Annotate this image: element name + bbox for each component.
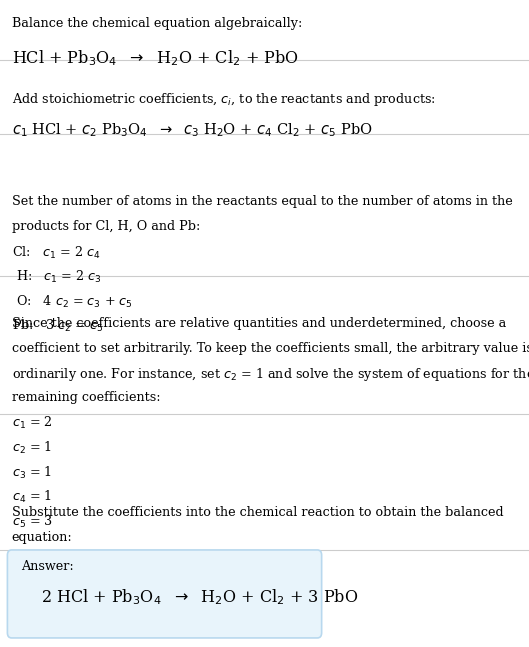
Text: $c_4$ = 1: $c_4$ = 1 [12, 489, 52, 505]
Text: O:   4 $c_2$ = $c_3$ + $c_5$: O: 4 $c_2$ = $c_3$ + $c_5$ [12, 294, 132, 310]
Text: $c_2$ = 1: $c_2$ = 1 [12, 440, 52, 456]
Text: Balance the chemical equation algebraically:: Balance the chemical equation algebraica… [12, 17, 302, 30]
Text: products for Cl, H, O and Pb:: products for Cl, H, O and Pb: [12, 220, 200, 233]
Text: Add stoichiometric coefficients, $c_i$, to the reactants and products:: Add stoichiometric coefficients, $c_i$, … [12, 91, 435, 107]
Text: Cl:   $c_1$ = 2 $c_4$: Cl: $c_1$ = 2 $c_4$ [12, 245, 100, 261]
Text: ordinarily one. For instance, set $c_2$ = 1 and solve the system of equations fo: ordinarily one. For instance, set $c_2$ … [12, 366, 529, 383]
Text: 2 HCl + Pb$_3$O$_4$  $\rightarrow$  H$_2$O + Cl$_2$ + 3 PbO: 2 HCl + Pb$_3$O$_4$ $\rightarrow$ H$_2$O… [41, 587, 358, 606]
Text: $c_5$ = 3: $c_5$ = 3 [12, 514, 53, 530]
Text: remaining coefficients:: remaining coefficients: [12, 391, 160, 404]
Text: Set the number of atoms in the reactants equal to the number of atoms in the: Set the number of atoms in the reactants… [12, 195, 513, 208]
Text: equation:: equation: [12, 531, 72, 543]
Text: H:   $c_1$ = 2 $c_3$: H: $c_1$ = 2 $c_3$ [12, 269, 101, 285]
Text: Substitute the coefficients into the chemical reaction to obtain the balanced: Substitute the coefficients into the che… [12, 506, 503, 519]
Text: Pb:   3 $c_2$ = $c_5$: Pb: 3 $c_2$ = $c_5$ [12, 318, 103, 334]
Text: Since the coefficients are relative quantities and underdetermined, choose a: Since the coefficients are relative quan… [12, 317, 506, 330]
Text: coefficient to set arbitrarily. To keep the coefficients small, the arbitrary va: coefficient to set arbitrarily. To keep … [12, 342, 529, 355]
FancyBboxPatch shape [7, 550, 322, 638]
Text: HCl + Pb$_3$O$_4$  $\rightarrow$  H$_2$O + Cl$_2$ + PbO: HCl + Pb$_3$O$_4$ $\rightarrow$ H$_2$O +… [12, 48, 298, 67]
Text: Answer:: Answer: [21, 560, 74, 573]
Text: $c_3$ = 1: $c_3$ = 1 [12, 465, 52, 481]
Text: $c_1$ HCl + $c_2$ Pb$_3$O$_4$  $\rightarrow$  $c_3$ H$_2$O + $c_4$ Cl$_2$ + $c_5: $c_1$ HCl + $c_2$ Pb$_3$O$_4$ $\rightarr… [12, 122, 372, 139]
Text: $c_1$ = 2: $c_1$ = 2 [12, 415, 52, 432]
